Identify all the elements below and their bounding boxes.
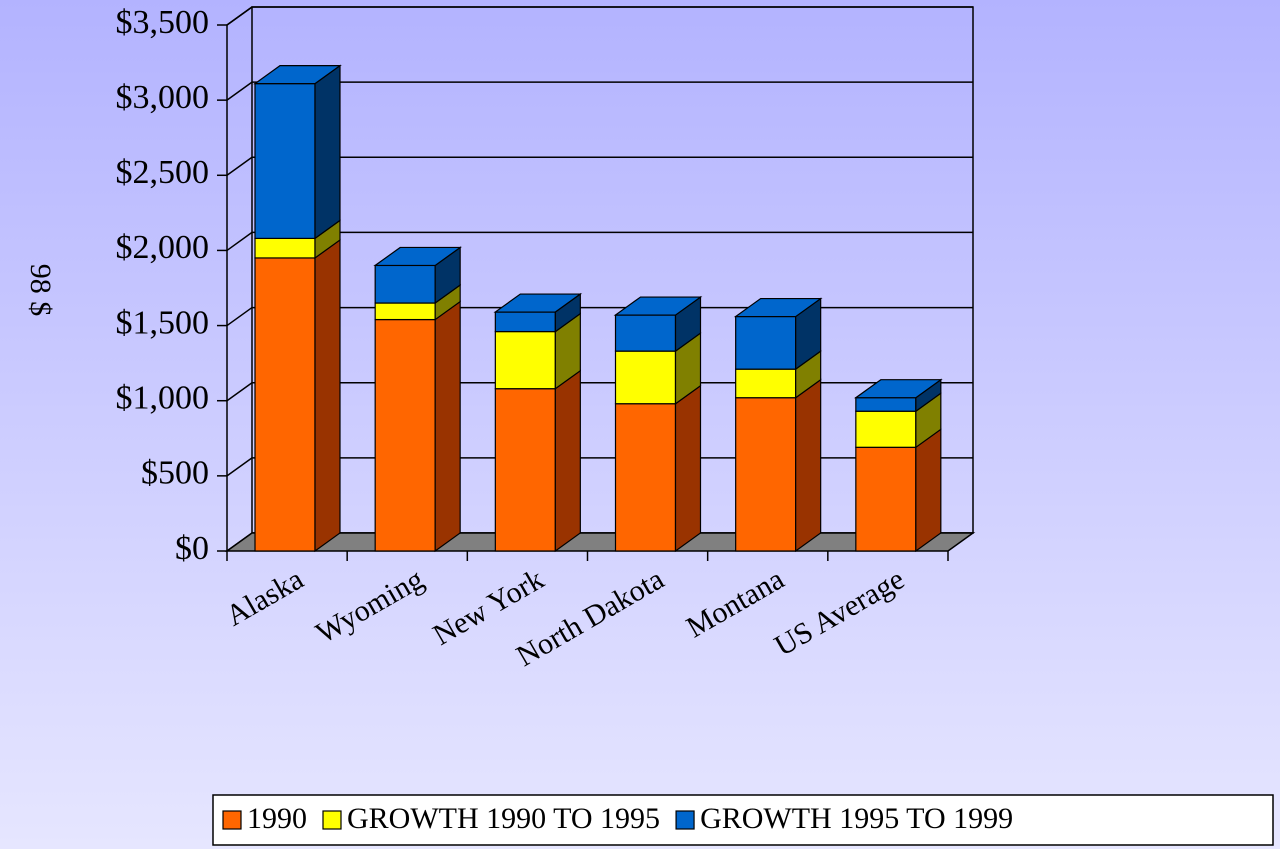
- bar-front: [735, 368, 797, 399]
- bar-top: [373, 246, 463, 267]
- x-tick-label: Alaska: [220, 562, 309, 632]
- bar-front: [494, 330, 556, 390]
- bar-top: [733, 297, 823, 318]
- grid-line: [226, 156, 973, 176]
- bar-top: [613, 296, 703, 316]
- legend-label: 1990: [247, 802, 307, 835]
- grid-line: [226, 6, 973, 26]
- bar-front: [254, 83, 316, 240]
- grid-line: [226, 231, 973, 252]
- legend: 1990 GROWTH 1990 TO 1995 GROWTH 1995 TO 19…: [212, 794, 1274, 846]
- bar-side: [314, 238, 341, 553]
- x-tick-label: Wyoming: [310, 562, 429, 650]
- y-axis-label: 98 $: [24, 264, 57, 317]
- y-tick-label: $500: [141, 455, 209, 492]
- bar-front: [254, 257, 316, 552]
- y-tick-label: $3,000: [116, 79, 210, 116]
- bar-side: [554, 369, 581, 553]
- grid-line: [226, 457, 973, 477]
- bar-front: [374, 302, 436, 321]
- y-tick-label: $3,500: [116, 4, 210, 41]
- bar-top: [493, 293, 583, 313]
- bar-front: [254, 237, 316, 259]
- bar-side: [674, 384, 702, 553]
- legend-swatch: [222, 810, 242, 830]
- bar-side: [434, 300, 461, 553]
- bar-front: [614, 403, 677, 552]
- bar-side: [795, 378, 822, 553]
- bar-front: [855, 446, 917, 552]
- grid-line: [226, 306, 973, 327]
- bar-side: [314, 64, 341, 240]
- bar-front: [735, 315, 797, 370]
- bar-front: [374, 318, 436, 552]
- legend-swatch: [675, 810, 695, 830]
- grid-line: [226, 381, 973, 402]
- bar-top: [853, 379, 943, 399]
- y-tick-label: $2,000: [116, 229, 210, 266]
- legend-box: [212, 794, 1274, 846]
- bar-front: [855, 410, 917, 448]
- bar-front: [614, 314, 677, 352]
- bar-front: [614, 350, 677, 405]
- y-tick-label: $1,500: [116, 304, 210, 341]
- legend-swatch: [322, 810, 342, 830]
- bar-front: [494, 311, 556, 333]
- bar-front: [855, 397, 917, 412]
- bar-front: [494, 388, 556, 552]
- y-tick-label: $2,500: [116, 154, 210, 191]
- y-tick-label: $0: [175, 530, 209, 567]
- legend-label: GROWTH 1990 TO 1995: [347, 802, 660, 835]
- legend-label: GROWTH 1995 TO 1999: [700, 802, 1013, 835]
- x-tick-label: US Average: [769, 562, 910, 662]
- bar-side: [915, 428, 942, 553]
- y-tick-label: $1,000: [116, 380, 210, 417]
- bar-front: [735, 397, 797, 552]
- grid-line: [226, 81, 973, 101]
- bar-front: [374, 264, 436, 304]
- bar-top: [253, 65, 342, 85]
